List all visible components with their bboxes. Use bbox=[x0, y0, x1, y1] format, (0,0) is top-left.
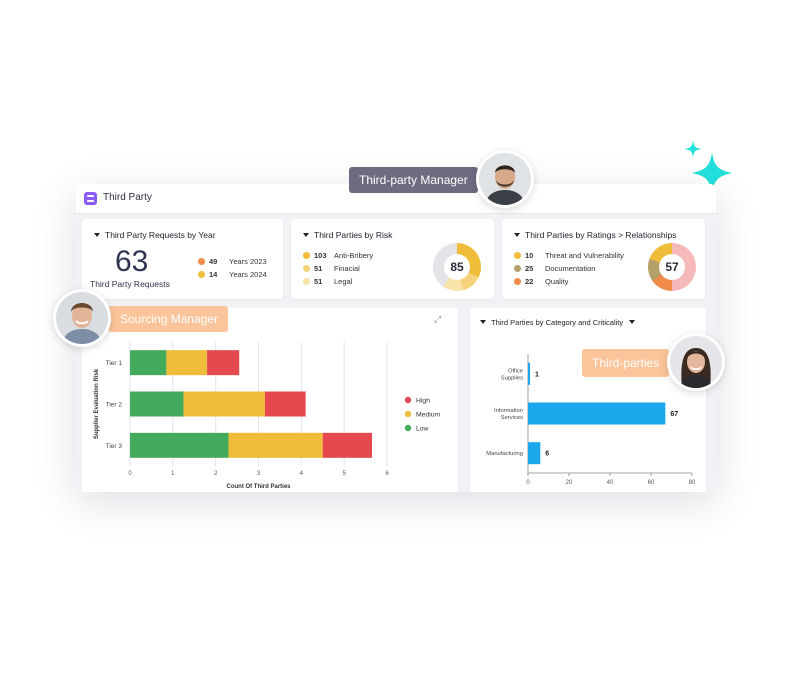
evaluation-risk-card: ⤢ 0 1 2 3 4 5 6 Tier 1 Tier 2 Tier 3 Count Of Thir… bbox=[82, 308, 458, 492]
bar-segment-high bbox=[207, 350, 240, 376]
legend-dot bbox=[404, 396, 412, 404]
legend-dot bbox=[303, 265, 310, 272]
requests-card: Third Party Requests by Year 63 Third Pa… bbox=[82, 219, 283, 299]
bar-segment-medium bbox=[166, 350, 208, 376]
bar-segment-medium bbox=[183, 391, 265, 417]
legend-item: 14 Years 2024 bbox=[198, 270, 267, 279]
x-tick-label: 5 bbox=[342, 471, 346, 477]
y-axis-label: Supplier Evaluation Risk bbox=[94, 368, 100, 439]
y-tick-label: Services bbox=[501, 415, 523, 421]
x-axis-label: Count Of Third Parties bbox=[226, 484, 291, 490]
collapse-caret-icon[interactable] bbox=[94, 233, 100, 237]
legend-item: 10 Threat and Vulnerability bbox=[514, 251, 624, 260]
requests-total: 63 bbox=[115, 245, 149, 278]
manager-avatar bbox=[476, 150, 534, 208]
ratings-card: Third Parties by Ratings > Relationships… bbox=[502, 219, 705, 299]
man-avatar-icon bbox=[56, 292, 108, 344]
third-parties-badge: Third-parties bbox=[582, 349, 670, 377]
legend-item: 22 Quality bbox=[514, 277, 568, 286]
bar bbox=[528, 402, 666, 425]
sourcing-manager-avatar bbox=[53, 289, 111, 347]
data-label: 67 bbox=[670, 411, 678, 418]
x-tick-label: 20 bbox=[566, 480, 573, 486]
woman-avatar-icon bbox=[670, 336, 722, 388]
x-tick-label: 1 bbox=[171, 471, 175, 477]
ratings-card-title[interactable]: Third Parties by Ratings > Relationships bbox=[514, 230, 676, 240]
x-tick-label: 0 bbox=[128, 471, 132, 477]
y-tick-label: Tier 2 bbox=[106, 402, 123, 409]
bar-segment-low bbox=[130, 391, 184, 417]
legend-dot bbox=[303, 278, 310, 285]
bar-segment-high bbox=[264, 391, 306, 417]
third-parties-avatar bbox=[667, 333, 725, 391]
data-label: 6 bbox=[545, 451, 549, 458]
y-tick-label: Office bbox=[508, 368, 523, 374]
man-avatar-icon bbox=[479, 153, 531, 205]
third-party-manager-badge: Third-party Manager bbox=[349, 167, 478, 193]
risk-donut-value: 85 bbox=[450, 260, 464, 274]
collapse-caret-icon[interactable] bbox=[303, 233, 309, 237]
risk-card: Third Parties by Risk 103 Anti-Bribery 51… bbox=[291, 219, 494, 299]
x-tick-label: 60 bbox=[648, 480, 655, 486]
x-tick-label: 0 bbox=[526, 480, 530, 486]
legend-item: 49 Years 2023 bbox=[198, 257, 267, 266]
x-tick-label: 4 bbox=[300, 471, 304, 477]
stacked-bar-chart: 0 1 2 3 4 5 6 Tier 1 Tier 2 Tier 3 Count Of Third … bbox=[94, 342, 441, 490]
x-tick-label: 80 bbox=[689, 480, 696, 486]
legend-dot bbox=[514, 265, 521, 272]
ratings-donut-value: 57 bbox=[665, 260, 679, 274]
y-tick-label: Tier 3 bbox=[106, 443, 123, 450]
legend-dot bbox=[514, 252, 521, 259]
collapse-caret-icon[interactable] bbox=[480, 320, 486, 324]
bar bbox=[528, 362, 531, 385]
legend-label-medium: Medium bbox=[416, 412, 441, 419]
y-tick-label: Supplies bbox=[501, 375, 523, 381]
legend-item: 51 Finacial bbox=[303, 264, 360, 273]
requests-card-title[interactable]: Third Party Requests by Year bbox=[94, 230, 216, 240]
category-card-title[interactable]: Third Parties by Category and Criticalit… bbox=[480, 318, 636, 327]
legend-item: 25 Documentation bbox=[514, 264, 595, 273]
legend-dot bbox=[404, 410, 412, 418]
y-tick-label: Tier 1 bbox=[106, 360, 123, 367]
bar bbox=[528, 442, 541, 465]
legend-item: 103 Anti-Bribery bbox=[303, 251, 373, 260]
x-tick-label: 6 bbox=[385, 471, 389, 477]
x-tick-label: 2 bbox=[214, 471, 218, 477]
bar-segment-low bbox=[130, 350, 167, 376]
expand-icon[interactable]: ⤢ bbox=[434, 314, 442, 324]
category-card: Third Parties by Category and Criticalit… bbox=[470, 308, 706, 492]
dashboard-window: Third Party Third Party Requests by Year… bbox=[76, 184, 716, 492]
legend-dot bbox=[514, 278, 521, 285]
risk-donut: 85 bbox=[433, 243, 481, 291]
app-logo-icon bbox=[84, 192, 97, 205]
legend-item: 51 Legal bbox=[303, 277, 352, 286]
legend-dot bbox=[303, 252, 310, 259]
dropdown-caret-icon[interactable] bbox=[629, 320, 636, 324]
bar-segment-low bbox=[130, 432, 229, 458]
y-tick-label: Manufacturing bbox=[486, 451, 523, 457]
legend-dot bbox=[404, 424, 412, 432]
x-tick-label: 3 bbox=[257, 471, 261, 477]
sourcing-manager-badge: Sourcing Manager bbox=[108, 306, 229, 332]
app-title: Third Party bbox=[103, 192, 152, 203]
y-tick-label: Information bbox=[494, 408, 523, 414]
bar-segment-medium bbox=[228, 432, 323, 458]
legend-dot bbox=[198, 258, 205, 265]
legend-label-low: Low bbox=[416, 426, 429, 433]
legend-dot bbox=[198, 271, 205, 278]
bar-segment-high bbox=[322, 432, 373, 458]
legend-label-high: High bbox=[416, 398, 430, 405]
requests-total-label: Third Party Requests bbox=[90, 279, 170, 289]
risk-card-title[interactable]: Third Parties by Risk bbox=[303, 230, 392, 240]
collapse-caret-icon[interactable] bbox=[514, 233, 520, 237]
x-tick-label: 40 bbox=[607, 480, 614, 486]
data-label: 1 bbox=[535, 371, 539, 378]
ratings-donut: 57 bbox=[648, 243, 696, 291]
